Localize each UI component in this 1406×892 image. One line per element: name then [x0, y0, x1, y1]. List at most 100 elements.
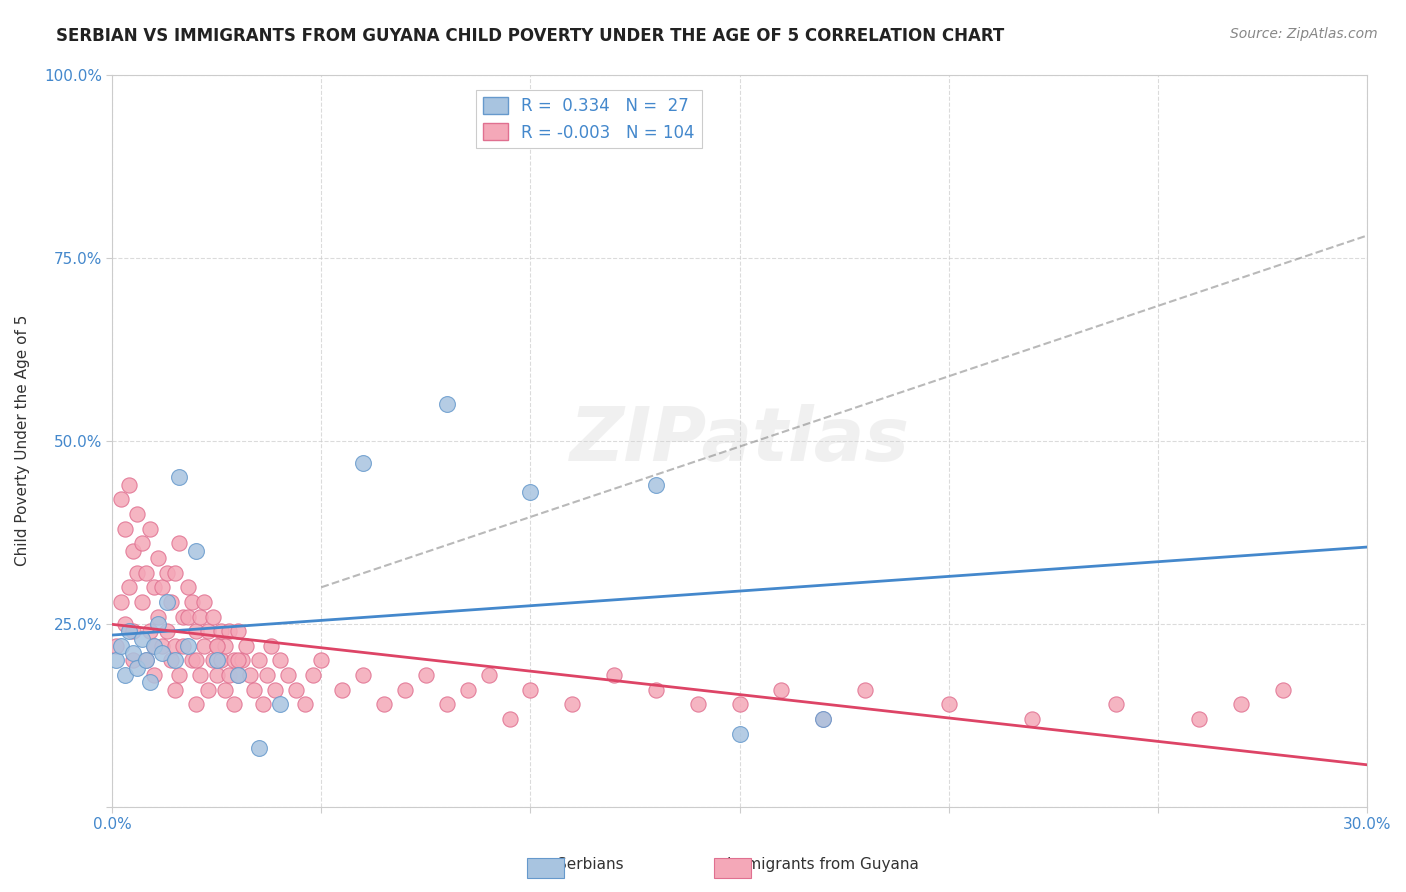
Text: Serbians: Serbians [557, 857, 624, 872]
Point [163, 639, 186, 653]
Point [686, 698, 709, 712]
Point [118, 580, 141, 594]
Point [205, 653, 228, 667]
Point [114, 616, 136, 631]
Point [256, 668, 278, 682]
Point [302, 668, 325, 682]
Point [163, 682, 186, 697]
Point [160, 653, 183, 667]
Point [247, 653, 270, 667]
Point [143, 668, 166, 682]
Point [205, 668, 228, 682]
Point [110, 639, 132, 653]
Point [139, 675, 162, 690]
Point [770, 682, 793, 697]
Point [269, 698, 291, 712]
Point [184, 543, 207, 558]
Point [143, 580, 166, 594]
Point [127, 661, 149, 675]
Point [285, 682, 308, 697]
Point [127, 566, 149, 580]
Point [172, 609, 194, 624]
Point [260, 639, 283, 653]
Point [122, 646, 145, 660]
Point [105, 639, 128, 653]
Point [110, 492, 132, 507]
Y-axis label: Child Poverty Under the Age of 5: Child Poverty Under the Age of 5 [15, 315, 30, 566]
Text: Source: ZipAtlas.com: Source: ZipAtlas.com [1230, 27, 1378, 41]
Point [110, 595, 132, 609]
Point [139, 624, 162, 639]
Point [1105, 698, 1128, 712]
Point [811, 712, 834, 726]
Point [1021, 712, 1043, 726]
Point [188, 668, 211, 682]
Point [156, 566, 179, 580]
Point [209, 624, 232, 639]
Point [252, 698, 274, 712]
Point [1272, 682, 1295, 697]
Point [135, 653, 157, 667]
Point [214, 682, 236, 697]
Point [118, 624, 141, 639]
Point [247, 741, 270, 756]
Point [152, 646, 174, 660]
Point [180, 653, 202, 667]
Point [269, 653, 291, 667]
Point [235, 639, 257, 653]
Point [167, 470, 190, 484]
Point [311, 653, 333, 667]
Point [148, 550, 170, 565]
Point [436, 698, 458, 712]
Point [394, 682, 416, 697]
Point [131, 595, 153, 609]
Point [201, 609, 224, 624]
Point [728, 698, 751, 712]
Point [122, 653, 145, 667]
Point [143, 639, 166, 653]
Point [1188, 712, 1211, 726]
Point [135, 653, 157, 667]
Point [131, 536, 153, 550]
Point [811, 712, 834, 726]
Legend: R =  0.334   N =  27, R = -0.003   N = 104: R = 0.334 N = 27, R = -0.003 N = 104 [477, 90, 702, 148]
Point [226, 624, 249, 639]
Point [352, 456, 374, 470]
Point [264, 682, 287, 697]
Point [148, 609, 170, 624]
Point [127, 507, 149, 521]
Point [176, 639, 198, 653]
Text: ZIPatlas: ZIPatlas [569, 404, 910, 477]
Point [218, 668, 240, 682]
Text: SERBIAN VS IMMIGRANTS FROM GUYANA CHILD POVERTY UNDER THE AGE OF 5 CORRELATION C: SERBIAN VS IMMIGRANTS FROM GUYANA CHILD … [56, 27, 1004, 45]
Point [180, 595, 202, 609]
Point [222, 698, 245, 712]
Point [197, 682, 219, 697]
Point [148, 616, 170, 631]
Point [373, 698, 395, 712]
Point [277, 668, 299, 682]
Point [160, 595, 183, 609]
Point [193, 639, 215, 653]
Point [938, 698, 960, 712]
Point [176, 580, 198, 594]
Point [239, 668, 262, 682]
Point [163, 566, 186, 580]
Point [205, 639, 228, 653]
Point [853, 682, 876, 697]
Point [184, 653, 207, 667]
Point [156, 595, 179, 609]
Point [498, 712, 520, 726]
Point [188, 609, 211, 624]
Point [205, 639, 228, 653]
Point [415, 668, 437, 682]
Point [118, 477, 141, 491]
Point [201, 653, 224, 667]
Point [105, 653, 128, 667]
Point [114, 522, 136, 536]
Point [197, 624, 219, 639]
Point [457, 682, 479, 697]
Point [231, 653, 253, 667]
Point [214, 639, 236, 653]
Point [122, 543, 145, 558]
